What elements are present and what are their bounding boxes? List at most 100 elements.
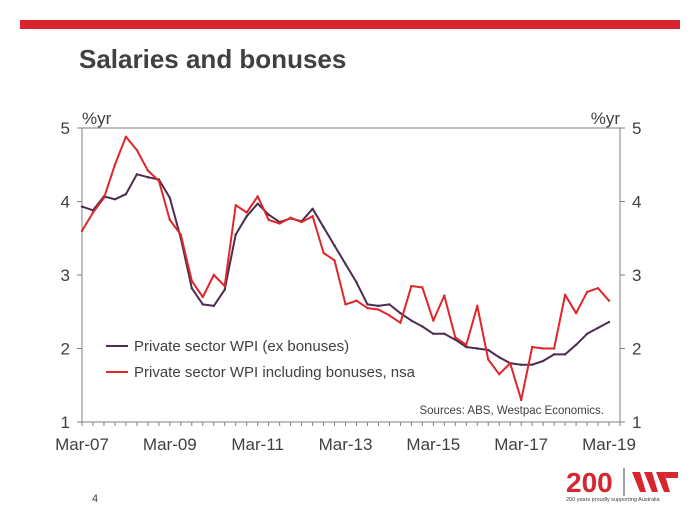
data-point-s2 [91, 211, 95, 214]
data-point-s2 [179, 233, 183, 236]
y-axis-label-right: %yr [591, 109, 621, 128]
data-point-s2 [322, 251, 325, 255]
data-point-s1 [311, 207, 314, 211]
data-point-s2 [410, 284, 413, 288]
data-point-s2 [432, 319, 435, 322]
y-tick-label-left: 3 [61, 266, 70, 285]
data-point-s2 [157, 179, 161, 183]
data-point-s1 [344, 262, 347, 266]
data-point-s2 [530, 345, 534, 349]
x-tick-label: Mar-19 [582, 435, 636, 454]
data-point-s2 [146, 169, 150, 172]
data-point-s2 [113, 163, 117, 166]
data-point-s2 [377, 308, 380, 311]
data-point-s2 [311, 215, 314, 218]
data-point-s1 [443, 332, 446, 335]
data-point-s2 [267, 218, 270, 222]
data-point-s1 [223, 288, 226, 291]
data-point-s2 [135, 148, 139, 152]
data-point-s2 [552, 347, 556, 350]
data-point-s2 [498, 373, 501, 376]
source-note: Sources: ABS, Westpac Economics. [419, 405, 604, 417]
series-line-2 [81, 135, 610, 401]
data-point-s1 [190, 287, 193, 290]
data-point-s2 [256, 195, 259, 198]
data-point-s1 [596, 326, 600, 330]
data-point-s2 [190, 279, 193, 283]
data-point-s1 [80, 205, 84, 208]
y-tick-label-right: 4 [632, 193, 641, 212]
y-tick-label-left: 1 [61, 413, 70, 432]
data-point-s2 [344, 303, 347, 306]
data-point-s2 [519, 398, 523, 402]
data-point-s2 [300, 220, 303, 224]
westpac-200-logo: 200 [560, 462, 690, 517]
x-tick-label: Mar-07 [55, 435, 109, 454]
legend-label-2: Private sector WPI including bonuses, ns… [134, 364, 416, 381]
footer-tagline: 200 years proudly supporting Australia [566, 497, 660, 503]
data-point-s1 [498, 356, 501, 359]
y-tick-label-right: 3 [632, 266, 641, 285]
x-tick-label: Mar-11 [231, 435, 284, 454]
x-tick-label: Mar-15 [406, 435, 460, 454]
data-point-s2 [234, 203, 237, 207]
x-tick-label: Mar-17 [494, 435, 548, 454]
data-point-s1 [563, 353, 567, 356]
data-point-s2 [201, 295, 204, 299]
data-point-s2 [355, 299, 358, 302]
data-point-s1 [585, 332, 589, 335]
y-tick-label-right: 5 [632, 119, 641, 138]
page-title: Salaries and bonuses [79, 44, 347, 74]
data-point-s1 [552, 353, 556, 356]
data-point-s1 [487, 348, 490, 352]
y-axis-label-left: %yr [82, 109, 112, 128]
data-point-s2 [388, 314, 391, 317]
data-point-s1 [234, 233, 237, 236]
data-point-s1 [465, 345, 468, 349]
data-point-s2 [333, 259, 336, 262]
y-tick-label-left: 2 [61, 340, 70, 359]
data-point-s1 [519, 363, 523, 366]
data-point-s2 [278, 222, 281, 225]
data-point-s1 [607, 320, 611, 324]
data-point-s2 [596, 287, 600, 290]
data-point-s1 [574, 343, 578, 347]
data-point-s1 [421, 325, 424, 328]
y-tick-label-right: 2 [632, 340, 641, 359]
data-point-s2 [574, 312, 578, 315]
westpac-w-icon [632, 472, 678, 492]
data-point-s2 [212, 273, 215, 277]
data-point-s2 [465, 343, 468, 347]
data-point-s2 [366, 306, 369, 310]
data-point-s1 [388, 303, 391, 306]
data-point-s1 [212, 304, 215, 308]
x-tick-label: Mar-13 [319, 435, 373, 454]
data-point-s1 [410, 319, 413, 322]
data-point-s2 [563, 293, 567, 297]
data-point-s2 [443, 294, 446, 297]
data-point-s2 [421, 286, 424, 289]
data-point-s1 [113, 198, 117, 201]
data-point-s1 [256, 202, 259, 205]
data-point-s1 [168, 196, 172, 200]
data-point-s2 [585, 290, 589, 294]
data-point-s1 [146, 176, 150, 179]
page-number: 4 [92, 493, 99, 505]
y-tick-label-left: 4 [61, 193, 70, 212]
data-point-s2 [102, 196, 106, 200]
data-point-s2 [399, 321, 402, 324]
data-point-s1 [267, 213, 270, 216]
top-accent-bar [20, 20, 680, 29]
data-point-s1 [201, 303, 204, 306]
data-point-s2 [454, 336, 457, 339]
data-point-s1 [245, 215, 248, 218]
data-point-s2 [124, 135, 128, 139]
data-point-s1 [377, 304, 380, 308]
data-point-s1 [124, 192, 128, 196]
x-tick-label: Mar-09 [143, 435, 197, 454]
data-point-s1 [541, 359, 545, 363]
y-tick-label-right: 1 [632, 413, 641, 432]
data-point-s1 [530, 363, 534, 366]
data-point-s1 [135, 173, 139, 176]
